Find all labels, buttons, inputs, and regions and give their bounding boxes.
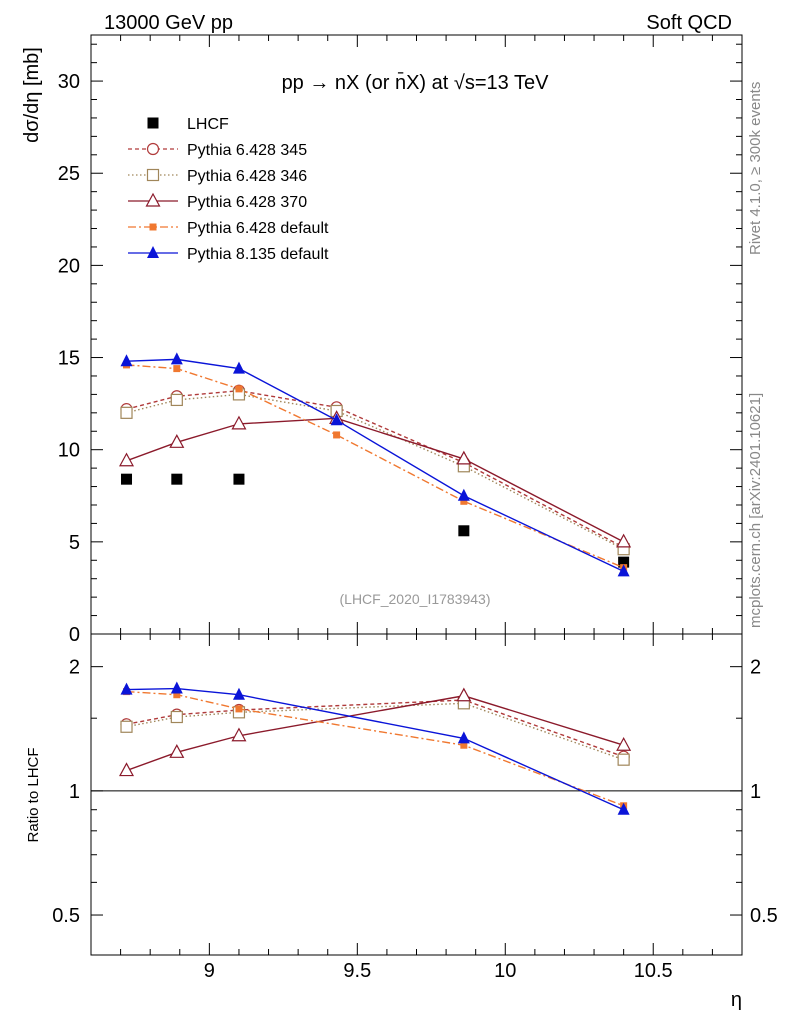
data-point-pythia-6-428-default (173, 365, 181, 373)
header-right: Soft QCD (646, 12, 732, 34)
ratio-point-pythia-6-428-default (173, 691, 181, 699)
data-point-pythia-8-135-default (330, 413, 343, 426)
data-point-pythia-6-428-default (460, 497, 468, 505)
y-tick-label: 10 (58, 440, 80, 462)
x-axis-label: η (731, 989, 742, 1011)
data-point-pythia-6-428-370 (616, 533, 632, 548)
data-point-lhcf (121, 473, 133, 485)
y-tick-label: 5 (69, 532, 80, 554)
data-point-pythia-6-428-370 (119, 452, 135, 467)
mcplots-label: mcplots.cern.ch [arXiv:2401.10621] (747, 393, 764, 628)
x-tick-label: 9.5 (343, 960, 371, 982)
ratio-y-tick-label-right: 2 (750, 657, 761, 679)
data-point-lhcf (618, 556, 630, 568)
ratio-point-pythia-8-135-default (170, 681, 183, 694)
legend-label: LHCF (187, 116, 229, 133)
ratio-y-tick-label: 0.5 (52, 905, 80, 927)
ratio-point-pythia-6-428-346 (120, 720, 133, 733)
ratio-y-tick-label: 2 (69, 657, 80, 679)
x-tick-label: 9 (204, 960, 215, 982)
ratio-point-pythia-6-428-default (235, 705, 243, 713)
series-line-pythia-6-428-345 (126, 390, 624, 548)
data-point-pythia-6-428-346 (120, 406, 133, 419)
ratio-line-pythia-6-428-default (126, 690, 624, 807)
series-line-pythia-6-428-default (126, 364, 624, 569)
data-point-pythia-8-135-default (170, 352, 183, 365)
ratio-point-pythia-6-428-346 (617, 753, 630, 766)
ratio-point-pythia-6-428-370 (231, 727, 247, 742)
ratio-plot-frame (90, 633, 743, 956)
ratio-point-pythia-6-428-346 (170, 710, 183, 724)
ratio-y-tick-label-right: 1 (750, 781, 761, 803)
legend-marker (146, 168, 160, 182)
data-point-lhcf (233, 473, 245, 485)
legend-marker (146, 142, 160, 156)
ratio-point-pythia-6-428-370 (119, 762, 135, 777)
series-line-pythia-6-428-346 (126, 393, 624, 550)
legend-marker (149, 223, 157, 231)
series-line-pythia-8-135-default (126, 358, 624, 572)
data-point-pythia-6-428-370 (456, 450, 472, 465)
legend: LHCF Pythia 6.428 345 Pythia 6.428 346 Pyth… (128, 116, 329, 263)
y-tick-label: 30 (58, 71, 80, 93)
legend-label: Pythia 6.428 370 (187, 194, 307, 211)
rivet-label: Rivet 4.1.0, ≥ 300k events (747, 82, 764, 255)
header-left: 13000 GeV pp (104, 12, 233, 34)
data-point-lhcf (458, 525, 470, 537)
analysis-watermark: (LHCF_2020_I1783943) (340, 591, 491, 607)
data-point-pythia-8-135-default (617, 564, 630, 577)
legend-marker (147, 246, 159, 258)
series-line-pythia-6-428-370 (126, 417, 624, 543)
main-y-axis-label: dσ/dη [mb] (21, 47, 43, 143)
x-tick-label: 10.5 (634, 960, 673, 982)
ratio-point-pythia-8-135-default (617, 802, 630, 815)
ratio-y-axis-label: Ratio to LHCF (25, 747, 42, 842)
ratio-y-tick-label: 1 (69, 781, 80, 803)
ratio-y-tick-label-right: 0.5 (750, 905, 778, 927)
data-point-pythia-8-135-default (232, 361, 245, 374)
legend-marker (145, 192, 161, 207)
ratio-point-pythia-6-428-370 (616, 736, 632, 751)
data-point-pythia-8-135-default (120, 354, 133, 367)
data-point-lhcf (171, 473, 183, 485)
y-tick-label: 15 (58, 348, 80, 370)
legend-label: Pythia 6.428 346 (187, 168, 307, 185)
x-tick-label: 10 (494, 960, 516, 982)
axes-layer: 9 9.5 10 10.5 0 5 10 15 20 25 30 0.5 0.5 1 1 2 2 (52, 35, 778, 982)
legend-label: Pythia 6.428 default (187, 220, 329, 237)
ratio-line-pythia-8-135-default (126, 687, 624, 811)
legend-label: Pythia 8.135 default (187, 246, 329, 263)
y-tick-label: 20 (58, 255, 80, 277)
data-point-pythia-8-135-default (457, 488, 470, 501)
ratio-point-pythia-8-135-default (232, 687, 245, 700)
ratio-point-pythia-6-428-370 (456, 687, 472, 702)
y-tick-label: 0 (69, 624, 80, 646)
ratio-point-pythia-8-135-default (120, 682, 133, 695)
ratio-point-pythia-8-135-default (457, 731, 470, 744)
data-point-pythia-6-428-default (333, 431, 341, 439)
data-point-pythia-6-428-default (235, 385, 243, 393)
ratio-line-pythia-6-428-345 (126, 699, 624, 758)
curves-layer (119, 352, 632, 815)
legend-marker (147, 117, 159, 129)
data-point-pythia-6-428-370 (231, 415, 247, 430)
data-point-pythia-6-428-346 (170, 393, 183, 407)
chart-title: pp → nX (or n̄X) at √s=13 TeV (282, 71, 550, 94)
legend-label: Pythia 6.428 345 (187, 142, 307, 159)
y-tick-label: 25 (58, 163, 80, 185)
ratio-point-pythia-6-428-default (460, 741, 468, 749)
data-point-pythia-6-428-370 (169, 434, 185, 448)
ratio-point-pythia-6-428-370 (169, 744, 185, 758)
